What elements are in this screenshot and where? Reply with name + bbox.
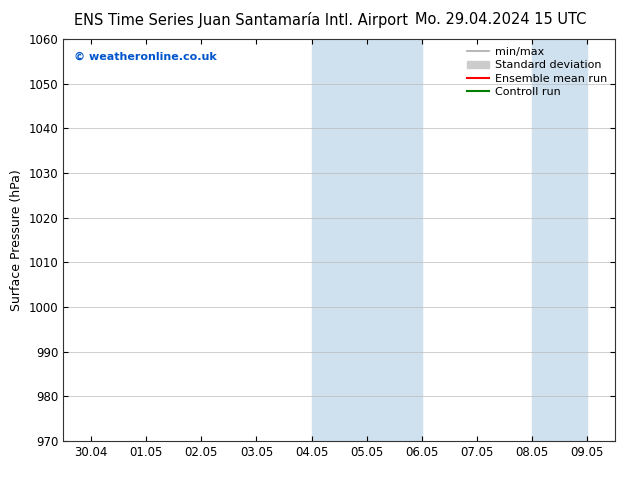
Legend: min/max, Standard deviation, Ensemble mean run, Controll run: min/max, Standard deviation, Ensemble me… [463, 43, 612, 101]
Y-axis label: Surface Pressure (hPa): Surface Pressure (hPa) [10, 169, 23, 311]
Bar [533, 39, 588, 441]
Text: ENS Time Series Juan Santamaría Intl. Airport: ENS Time Series Juan Santamaría Intl. Ai… [74, 12, 408, 28]
Text: © weatheronline.co.uk: © weatheronline.co.uk [74, 51, 217, 61]
Bar [312, 39, 422, 441]
Text: Mo. 29.04.2024 15 UTC: Mo. 29.04.2024 15 UTC [415, 12, 586, 27]
